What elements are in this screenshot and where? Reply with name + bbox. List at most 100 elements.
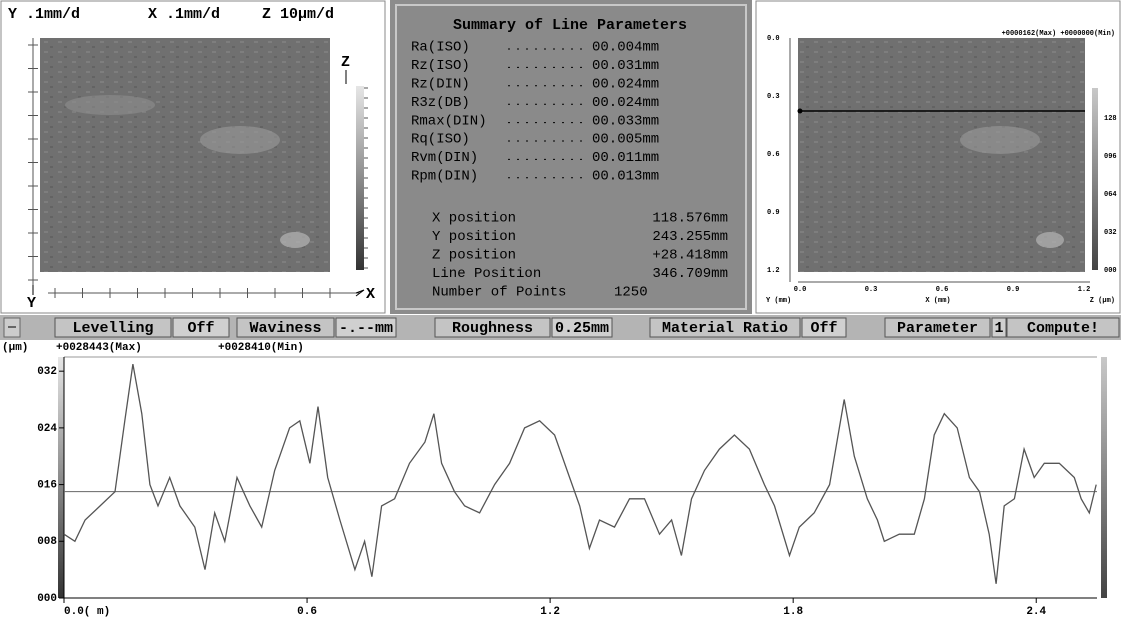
x-label: 0.6 [936,286,949,294]
color-bar [1101,357,1107,598]
button[interactable] [649,317,801,338]
button[interactable] [236,317,335,338]
param-value: 00.031mm [592,58,659,74]
scale-label: Z 10µm/d [262,6,334,23]
summary-title: Summary of Line Parameters [453,17,687,34]
button-label[interactable]: Levelling [72,320,153,337]
position-value: +28.418mm [652,248,728,264]
surface-feature [65,95,155,115]
axis-label: Z (µm) [1090,297,1115,305]
z-label: 000 [1104,267,1117,275]
button-value[interactable] [551,317,613,338]
z-label: 032 [1104,229,1117,237]
button[interactable] [884,317,991,338]
position-name: Y position [432,229,516,245]
axis-label: Y [27,295,36,312]
value-label[interactable]: 1 [994,320,1003,337]
y-tick-label: 000 [37,593,57,605]
range-label: +0000162(Max) +0000000(Min) [1002,30,1115,38]
axis-labels: 0.0 0.3 0.6 0.9 1.2 0.0 0.3 0.6 0.9 1.2 128 096 064 0… [766,35,1117,305]
surface-feature [280,232,310,248]
button-value[interactable] [991,317,1007,338]
position-value: 243.255mm [652,229,728,245]
panel-inset [395,4,747,310]
surface-image [798,38,1085,272]
position-name: Z position [432,248,516,264]
param-value: 00.004mm [592,40,659,56]
z-label: 096 [1104,153,1117,161]
value-label[interactable]: 0.25mm [555,320,609,337]
y-label: 0.3 [767,93,780,101]
min-label: +0028410(Min) [218,342,304,354]
button-label[interactable]: Compute! [1027,320,1099,337]
x-tick-label: 0.0( m) [64,606,110,618]
param-value: 00.013mm [592,169,659,185]
axis-label: X (mm) [925,297,950,305]
ruler-ticks [28,44,368,298]
surface-feature [200,126,280,154]
y-tick-label: 024 [37,423,57,435]
value-label[interactable]: -.--mm [339,320,393,337]
marker-dot [797,108,803,114]
param-name: Rq(ISO) [411,132,470,148]
position-name: Number of Points [432,285,566,301]
arrow [355,289,365,297]
z-label: 064 [1104,191,1117,199]
button-value[interactable] [172,317,230,338]
param-value: 00.005mm [592,132,659,148]
x-label: 0.9 [1007,286,1020,294]
color-bar [58,357,64,598]
y-label: 0.6 [767,151,780,159]
button-value[interactable] [335,317,397,338]
button[interactable] [434,317,551,338]
param-value: 00.024mm [592,77,659,93]
x-label: 0.3 [865,286,878,294]
parameter-list: Ra(ISO) 00.004mm Rz(ISO) 00.031mm Rz(DIN) 00.… [411,40,728,301]
button-label[interactable]: Material Ratio [662,320,788,337]
param-value: 00.024mm [592,95,659,111]
param-value: 00.033mm [592,113,659,129]
summary-panel: Summary of Line Parameters Ra(ISO) 00.004… [390,0,752,314]
button-label[interactable]: Parameter [897,320,978,337]
value-label[interactable]: Off [810,320,837,337]
y-label: 0.0 [767,35,780,43]
z-label: 128 [1104,115,1117,123]
surface-image [40,38,330,272]
button-label[interactable]: Roughness [452,320,533,337]
color-bar [1092,88,1098,270]
max-label: +0028443(Max) [56,342,142,354]
scale-label: X .1mm/d [148,6,220,23]
unit-label: (µm) [2,342,28,354]
position-name: Line Position [432,266,541,282]
param-name: Rpm(DIN) [411,169,478,185]
x-label: 1.2 [1078,286,1091,294]
position-value: 118.576mm [652,211,728,227]
position-value: 1250 [614,285,648,301]
button-value[interactable] [801,317,847,338]
surface-feature [1036,232,1064,248]
toolbar-buttons: Levelling Off Waviness -.--mm Roughness 0.25m… [54,317,1120,338]
param-name: Rz(DIN) [411,77,470,93]
profile-line [63,363,1097,584]
y-tick-label: 008 [37,536,57,548]
button[interactable] [54,317,172,338]
position-value: 346.709mm [652,266,728,282]
param-name: R3z(DB) [411,95,470,111]
button-label[interactable]: Waviness [249,320,321,337]
y-tick-label: 016 [37,479,57,491]
param-name: Rz(ISO) [411,58,470,74]
x-tick-label: 1.2 [540,606,560,618]
button[interactable] [1006,317,1120,338]
param-value: 00.011mm [592,150,659,166]
x-tick-label: 1.8 [783,606,803,618]
axis-label: X [366,286,375,303]
y-tick-label: 032 [37,366,57,378]
y-label: 1.2 [767,267,780,275]
left-panel: Y .1mm/d X .1mm/d Z 10µm/d X Y Z [0,0,386,314]
value-label[interactable]: Off [187,320,214,337]
color-bar [356,86,364,270]
param-name: Rmax(DIN) [411,113,487,129]
x-tick-label: 2.4 [1026,606,1046,618]
right-panel: +0000162(Max) +0000000(Min) 0.0 0.3 0.6 0.9… [755,0,1121,314]
